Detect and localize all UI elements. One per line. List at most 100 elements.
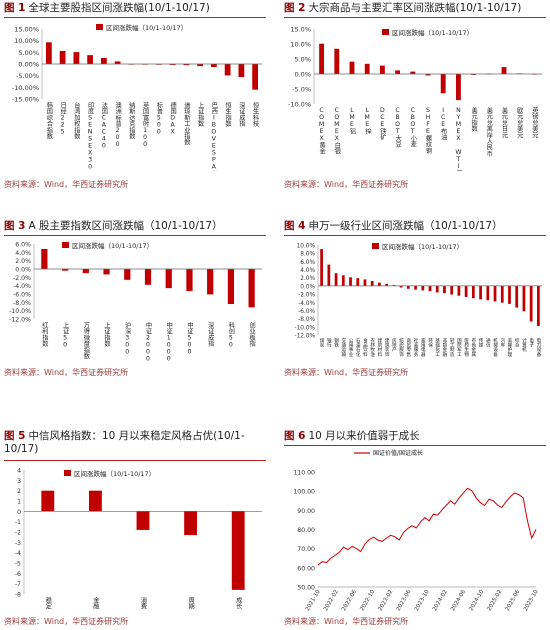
category-label: COMEX黄金 [318, 107, 325, 155]
y-tick-label: 2.0% [15, 258, 31, 265]
legend-label: 区间涨跌幅（10/1-10/17） [106, 23, 187, 32]
category-label: 煤炭 [319, 337, 324, 349]
x-tick-label: 2024-10 [468, 589, 485, 613]
category-label: 英镑兑美元 [531, 106, 538, 139]
figure-1-panel: 图 1 全球主要股指区间涨跌幅(10/1-10/17) 15.00% 10.00% 5… [4, 2, 266, 192]
figure-caption: A 股主要指数区间涨跌幅（10/1-10/17） [28, 220, 223, 232]
bar [73, 52, 80, 64]
category-label: 公用事业 [348, 338, 353, 357]
y-tick-label: -10.0% [288, 101, 311, 109]
y-tick-label: 1 [17, 499, 21, 506]
bar [41, 249, 48, 269]
legend-label: 区间涨跌幅（10/1-10/17） [72, 241, 153, 250]
y-tick-label: -3 [15, 540, 21, 547]
category-label: ICE布油 [440, 107, 447, 142]
category-label: 德国DAX [169, 101, 176, 135]
category-label: 房地产 [391, 337, 396, 353]
category-label: 医药生物 [464, 338, 469, 358]
category-label: DCE铁矿 [379, 107, 386, 142]
bar [184, 511, 198, 536]
figure-number: 图 5 [4, 430, 26, 442]
bar [363, 279, 367, 286]
category-label: 深证成指 [238, 101, 245, 128]
figure-number: 图 4 [284, 220, 306, 232]
category-label: 科创50 [227, 321, 234, 348]
category-label: LME锌 [364, 107, 371, 135]
y-tick-label: 3 [17, 478, 21, 485]
bar [421, 285, 425, 291]
category-label: 上证指数 [197, 101, 204, 128]
category-label: 纳斯达克指数 [128, 101, 135, 140]
category-label: 轻工制造 [449, 337, 454, 358]
bar [88, 490, 102, 512]
legend-label: 国证价值/国证成长 [373, 449, 423, 457]
category-label: 电子 [529, 337, 534, 348]
bar-chart: 10.0% 8.0% 6.0% 4.0% 2.0% 0.0% -2.0% -4.0% -6.0%… [294, 242, 542, 358]
bar [320, 249, 323, 286]
y-tick-label: 4.0% [300, 268, 315, 274]
y-tick-label: -4.0% [13, 283, 31, 290]
bar [334, 273, 338, 286]
bar [87, 55, 94, 64]
figure-title: 图 5 中信风格指数：10 月以来稳定风格占优(10/1-10/17) [4, 430, 266, 456]
bar [392, 285, 396, 286]
source-note: 资料来源：Wind，华西证券研究所 [4, 617, 129, 626]
category-label: 综合 [514, 337, 519, 349]
bar [114, 61, 121, 64]
category-label: 纺织服饰 [399, 337, 404, 358]
legend-swatch [96, 24, 103, 30]
category-label: 食品饮料 [362, 337, 367, 358]
legend-swatch [382, 29, 389, 35]
y-tick-label: -2 [15, 530, 21, 537]
category-label: 上证50 [62, 321, 69, 348]
y-tick-label: 6.0% [300, 260, 315, 266]
bar [370, 281, 374, 286]
bar [224, 64, 231, 76]
y-tick-label: 5.00% [18, 49, 39, 57]
category-label: 美元兑离岸人民币 [485, 106, 492, 157]
bar [385, 283, 389, 286]
bar [207, 269, 214, 295]
x-tick-label: 2025-02 [487, 589, 504, 612]
y-tick-label: -5.0% [292, 86, 311, 94]
source-note: 资料来源：Wind，华西证券研究所 [284, 368, 409, 377]
bar [356, 278, 360, 286]
title-rule [4, 460, 266, 461]
y-tick-label: 60.00 [297, 565, 315, 572]
y-tick-label: 2.0% [300, 276, 315, 282]
y-tick-label: 50.00 [297, 585, 315, 592]
category-label: 创业板指 [248, 321, 255, 348]
category-label: CBOT小麦 [409, 107, 416, 149]
category-label: CBOT大豆 [394, 107, 401, 148]
category-label: 中证1000 [165, 321, 172, 362]
category-label: 道琼斯工业指数 [183, 101, 190, 146]
category-label: COMEX白银 [333, 107, 340, 156]
y-tick-label: -12.0% [9, 317, 31, 324]
bar [501, 67, 507, 74]
category-label: 印度SENSEX30 [87, 102, 94, 170]
bar [464, 285, 468, 297]
figure-title: 图 6 10 月以来价值弱于成长 [284, 430, 420, 443]
bar [169, 64, 176, 65]
category-label: 建筑装饰 [384, 337, 389, 358]
category-label: 农林牧渔 [370, 337, 375, 358]
category-label: 石油石化 [355, 338, 360, 358]
category-label: 非银金融 [442, 337, 447, 358]
category-label: 汽车 [500, 337, 505, 349]
y-tick-label: 15.0% [290, 26, 311, 34]
bar [103, 269, 110, 275]
y-tick-label: 0.0% [15, 267, 31, 274]
bar [500, 285, 504, 303]
category-label: 美元指数 [470, 106, 477, 133]
title-rule [284, 235, 546, 236]
figure-number: 图 2 [284, 2, 306, 14]
category-label: 澳洲标普200 [114, 101, 121, 147]
legend-label: 区间涨跌幅（10/1-10/17） [74, 469, 155, 478]
y-tick-label: 0.0% [300, 284, 315, 290]
category-label: 恒生指数 [224, 101, 231, 128]
category-label: 英国富时100 [142, 101, 149, 147]
bar [45, 42, 52, 64]
y-tick-label: -6.0% [13, 292, 31, 299]
y-tick-label: -8 [15, 592, 21, 599]
